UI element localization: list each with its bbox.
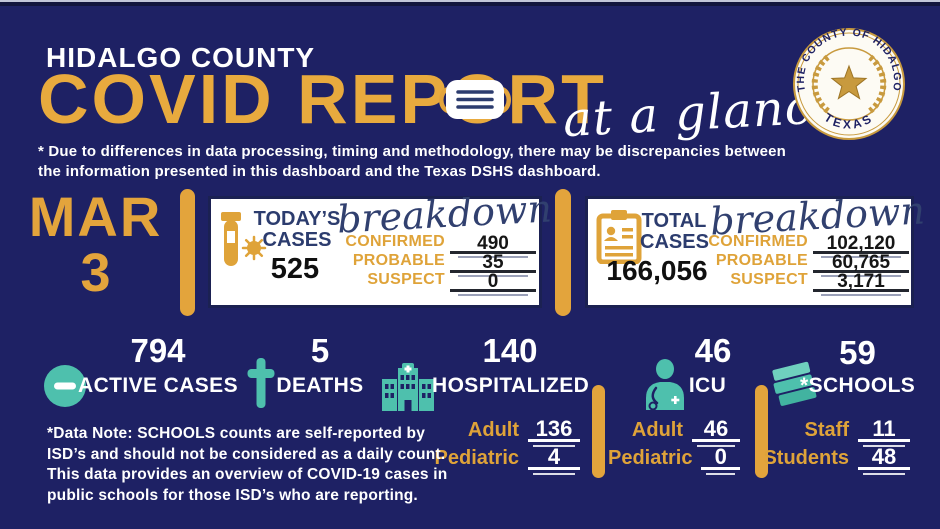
data-note-line2: ISD’s and should not be considered as a …: [47, 445, 446, 463]
hospitalized-label: HOSPITALIZED: [432, 374, 590, 397]
disclaimer-line2: the information presented in this dashbo…: [38, 163, 601, 180]
divider-bar: [180, 189, 195, 316]
breakdown-row: SUSPECT 0: [331, 271, 536, 296]
seal-star: [830, 64, 868, 100]
title-masked-letter: O: [439, 64, 512, 134]
report-date: MAR 3: [18, 185, 173, 303]
sub-row: Staff 11: [762, 418, 910, 447]
hospitalized-value: 140: [482, 332, 538, 369]
breakdown-row: SUSPECT 3,171: [703, 271, 909, 296]
todays-cases-label: TODAY’S CASES: [253, 208, 341, 251]
data-note-line1: *Data Note: SCHOOLS counts are self-repo…: [47, 425, 426, 442]
hospitalized-sub-rows: Adult 136 Pediatric 4: [428, 418, 580, 475]
cross-icon: [247, 358, 275, 408]
sub-row: Adult 136: [428, 418, 580, 447]
divider-bar: [592, 385, 605, 478]
seal-wreath-right: [868, 54, 887, 114]
total-cases-total: 166,056: [606, 255, 708, 286]
divider-bar: [755, 385, 768, 478]
active-cases-value: 794: [130, 332, 186, 369]
title-pre: COVID REP: [38, 60, 451, 138]
schools-value: 59: [839, 334, 876, 371]
date-month: MAR: [28, 185, 163, 248]
data-note-line3: This data provides an overview of COVID-…: [47, 466, 448, 483]
total-breakdown-rows: CONFIRMED 102,120 PROBABLE 60,765 SUSPEC…: [703, 233, 909, 296]
sub-row: Pediatric 0: [608, 446, 740, 475]
total-cases-card: TOTAL CASES 166,056 breakdown CONFIRMED …: [585, 188, 926, 308]
face-mask-icon: [439, 80, 512, 119]
county-name: HIDALGO COUNTY: [46, 42, 316, 73]
deaths-label: DEATHS: [276, 374, 364, 397]
hospital-icon: [382, 363, 434, 411]
report-title: COVID REPO RT: [38, 64, 607, 134]
icu-value: 46: [694, 332, 732, 369]
schools-sub-rows: Staff 11 Students 48: [762, 418, 910, 475]
todays-breakdown-rows: CONFIRMED 490 PROBABLE 35 SUSPECT 0: [331, 233, 536, 296]
doctor-icon: [646, 359, 684, 410]
test-tube-icon: [221, 212, 267, 266]
clipboard-icon: [596, 210, 642, 264]
title-post: RT: [507, 60, 607, 138]
sub-row: Adult 46: [608, 418, 740, 447]
deaths-value: 5: [310, 332, 330, 369]
data-note-line4: public schools for those ISD’s who are r…: [47, 486, 418, 504]
disclaimer-line1: * Due to differences in data processing,…: [38, 143, 787, 160]
active-cases-label: ACTIVE CASES: [78, 374, 238, 397]
total-cases-label: TOTAL CASES: [640, 210, 709, 253]
icu-label: ICU: [688, 374, 727, 397]
divider-bar: [555, 189, 571, 316]
todays-cases-card: TODAY’S CASES 525 breakdown CONFIRMED 49…: [208, 186, 553, 308]
seal-bottom-text: TEXAS: [822, 110, 873, 131]
breakdown-row: CONFIRMED 102,120: [703, 233, 909, 258]
todays-cases-total: 525: [270, 253, 320, 285]
sub-row: Students 48: [762, 446, 910, 475]
breakdown-row: PROBABLE 60,765: [703, 252, 909, 277]
breakdown-row: CONFIRMED 490: [331, 233, 536, 258]
todays-breakdown-script: breakdown: [335, 186, 553, 242]
books-icon: [772, 361, 817, 406]
schools-label: *SCHOOLS: [800, 374, 916, 397]
icu-sub-rows: Adult 46 Pediatric 0: [608, 418, 740, 475]
data-note: *Data Note: SCHOOLS counts are self-repo…: [47, 424, 447, 506]
top-edge-strip: [0, 0, 940, 6]
breakdown-row: PROBABLE 35: [331, 252, 536, 277]
seal-wreath-left: [811, 54, 830, 114]
date-day: 3: [80, 243, 111, 303]
disclaimer: * Due to differences in data processing,…: [38, 142, 786, 182]
svg-text:TEXAS: TEXAS: [822, 110, 876, 131]
minus-circle-icon: [44, 365, 86, 407]
sub-row: Pediatric 4: [428, 446, 580, 475]
county-seal: THE COUNTY OF HIDALGO TEXAS: [793, 27, 905, 140]
